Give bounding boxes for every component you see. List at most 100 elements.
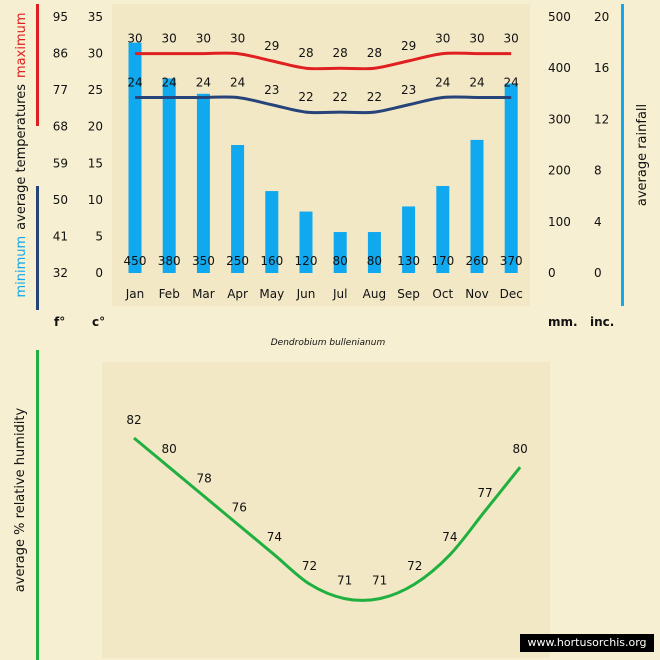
month-label-apr: Apr: [227, 287, 248, 301]
temperature-lines: [135, 51, 512, 115]
max-temp-label-dec: 30: [504, 32, 519, 46]
rainfall-label-feb: 380: [158, 254, 181, 268]
humidity-chart: 82 80 78 76 74 72 71 71 72 74 77 80: [126, 413, 528, 602]
month-labels: Jan Feb Mar Apr May Jun Jul Aug Sep Oct Nov Dec: [125, 287, 523, 301]
humidity-label-jan: 82: [126, 413, 141, 427]
unit-inch: inc.: [590, 315, 614, 329]
humidity-label-dec: 80: [512, 442, 527, 456]
rainfall-value-labels: 450 380 350 250 160 120 80 80 130 170 260 370: [124, 254, 523, 268]
unit-fahrenheit: f°: [54, 315, 65, 329]
unit-celsius: c°: [92, 315, 105, 329]
f-ticks-tick: 86: [53, 47, 68, 61]
month-label-dec: Dec: [500, 287, 523, 301]
mm-ticks-tick: 200: [548, 164, 571, 178]
humidity-label-nov: 77: [477, 486, 492, 500]
rainfall-label-dec: 370: [500, 254, 523, 268]
max-temp-label-aug: 28: [367, 46, 382, 60]
rainfall-bar-jul: [333, 232, 347, 273]
mm-ticks-tick: 500: [548, 10, 571, 24]
c-ticks-tick: 30: [88, 47, 103, 61]
max-temp-label-jun: 28: [298, 46, 313, 60]
min-temp-label-apr: 24: [230, 75, 245, 89]
humidity-line: [133, 436, 522, 602]
rainfall-label-may: 160: [260, 254, 283, 268]
maximum-temperature-line: [135, 51, 512, 71]
min-temp-label-oct: 24: [435, 75, 450, 89]
temperature-axis-label: minimum average temperatures maximum: [14, 12, 29, 297]
rainfall-bar-jan: [128, 42, 142, 273]
rainfall-bar-aug: [367, 232, 381, 273]
species-subtitle: Dendrobium bullenianum: [271, 338, 386, 348]
humidity-label-sep: 72: [407, 559, 422, 573]
rainfall-bar-may: [265, 191, 279, 273]
max-temp-label-jan: 30: [127, 32, 142, 46]
rainfall-bar-apr: [231, 145, 245, 273]
f-ticks-tick: 59: [53, 156, 68, 170]
humidity-label-feb: 80: [161, 442, 176, 456]
humidity-indicator: [36, 350, 39, 660]
max-temp-label-may: 29: [264, 39, 279, 53]
inc-ticks-tick: 16: [594, 61, 609, 75]
min-temp-label-may: 23: [264, 83, 279, 97]
rainfall-bar-nov: [470, 139, 484, 273]
max-temp-label-sep: 29: [401, 39, 416, 53]
humidity-label-aug: 71: [372, 574, 387, 588]
c-ticks-tick: 25: [88, 83, 103, 97]
c-ticks-tick: 0: [95, 266, 103, 280]
c-ticks-tick: 15: [88, 156, 103, 170]
average-temperatures-label: average temperatures: [14, 84, 29, 230]
humidity-label-apr: 76: [232, 501, 247, 515]
month-label-jun: Jun: [296, 287, 316, 301]
rainfall-bar-dec: [504, 83, 518, 273]
unit-mm: mm.: [548, 315, 578, 329]
rainfall-label-mar: 350: [192, 254, 215, 268]
minimum-label: minimum: [14, 236, 29, 298]
max-temp-label-jul: 28: [333, 46, 348, 60]
millimeter-axis: 500 400 300 200 100 0: [548, 10, 571, 280]
inc-ticks-tick: 4: [594, 215, 602, 229]
max-temp-label-feb: 30: [162, 32, 177, 46]
min-temp-label-aug: 22: [367, 90, 382, 104]
f-ticks-tick: 41: [53, 229, 68, 243]
f-ticks-tick: 77: [53, 83, 68, 97]
month-label-jan: Jan: [125, 287, 145, 301]
inch-axis: 20 16 12 8 4 0: [594, 10, 609, 280]
f-ticks-tick: 32: [53, 266, 68, 280]
humidity-label-jun: 72: [302, 559, 317, 573]
inc-ticks-tick: 12: [594, 112, 609, 126]
inc-ticks-tick: 0: [594, 266, 602, 280]
celsius-axis: 35 30 25 20 15 10 5 0: [88, 10, 103, 280]
mm-ticks-tick: 0: [548, 266, 556, 280]
rainfall-axis-label: average rainfall: [635, 104, 650, 206]
minimum-temperature-line: [135, 95, 512, 115]
rainfall-label-jan: 450: [124, 254, 147, 268]
rainfall-bar-mar: [196, 93, 210, 273]
mm-ticks-tick: 100: [548, 215, 571, 229]
rainfall-label-jul: 80: [333, 254, 348, 268]
rainfall-bars: [128, 42, 518, 273]
maximum-indicator: [36, 4, 39, 126]
inc-ticks-tick: 8: [594, 164, 602, 178]
min-temp-label-jun: 22: [298, 90, 313, 104]
month-label-aug: Aug: [363, 287, 386, 301]
max-temp-label-nov: 30: [469, 32, 484, 46]
humidity-label-may: 74: [267, 530, 282, 544]
f-ticks-tick: 95: [53, 10, 68, 24]
rainfall-bar-oct: [436, 185, 450, 273]
f-ticks-tick: 50: [53, 193, 68, 207]
maximum-label: maximum: [14, 12, 29, 78]
site-watermark: www.hortusorchis.org: [520, 634, 654, 652]
min-temp-label-mar: 24: [196, 75, 211, 89]
rainfall-label-aug: 80: [367, 254, 382, 268]
rainfall-bar-sep: [402, 206, 416, 273]
humidity-label-oct: 74: [442, 530, 457, 544]
inc-ticks-tick: 20: [594, 10, 609, 24]
max-temp-label-mar: 30: [196, 32, 211, 46]
rainfall-bar-feb: [162, 78, 176, 273]
rainfall-label-nov: 260: [466, 254, 489, 268]
minimum-indicator: [36, 186, 39, 310]
month-label-mar: Mar: [192, 287, 215, 301]
rainfall-label-sep: 130: [397, 254, 420, 268]
min-temp-label-sep: 23: [401, 83, 416, 97]
month-label-may: May: [259, 287, 284, 301]
